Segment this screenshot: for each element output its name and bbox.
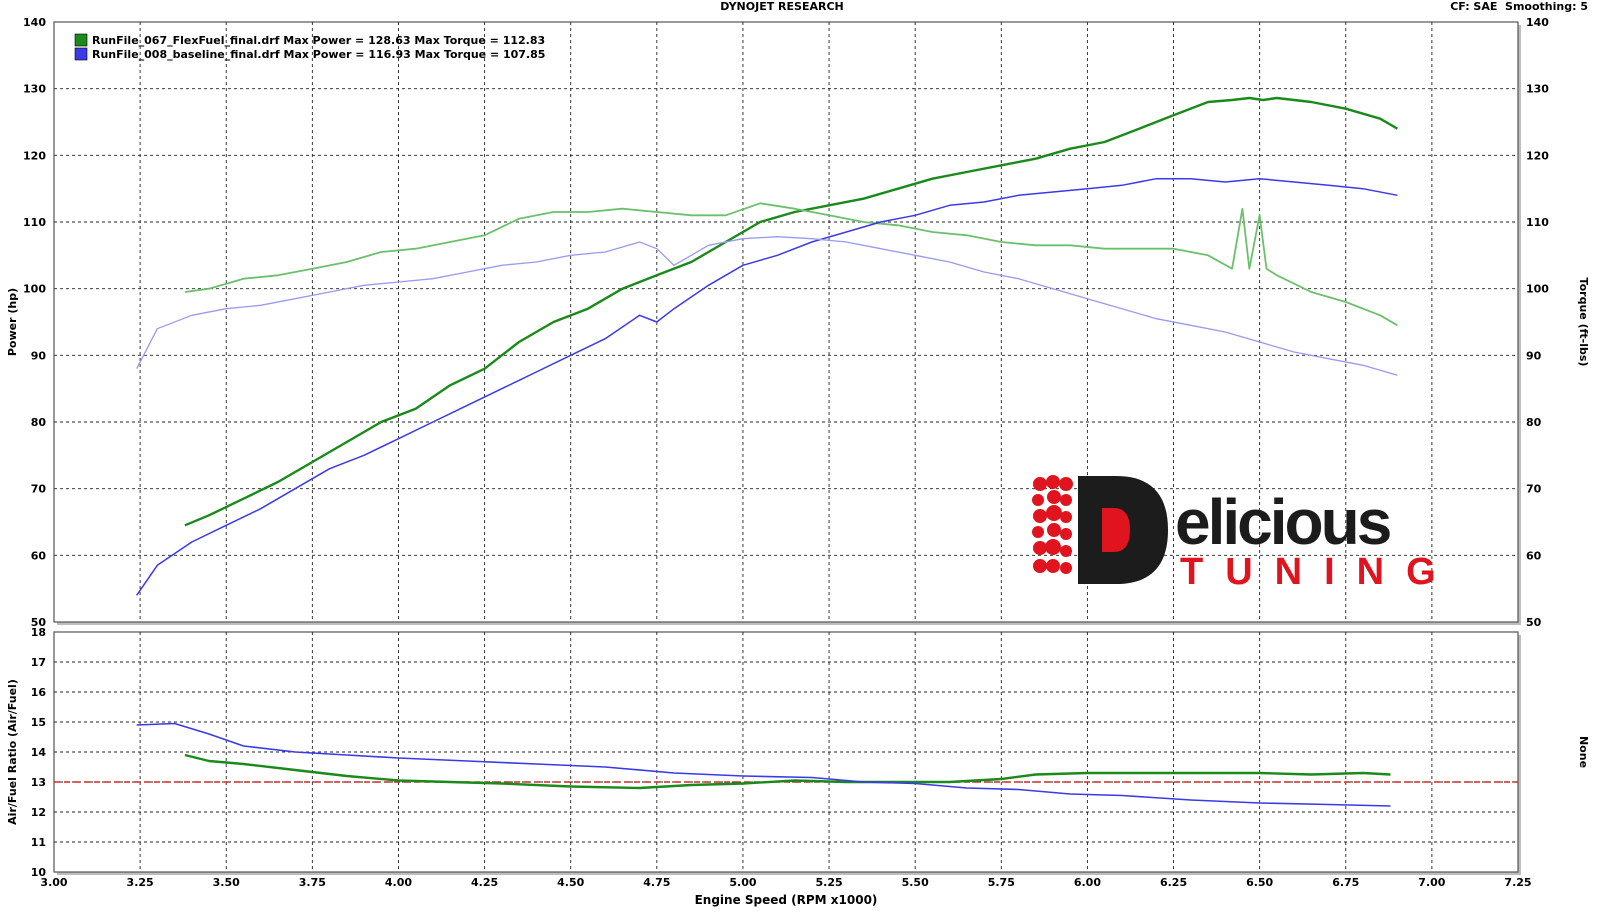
logo-d-inner (1102, 508, 1130, 552)
x-tick-label: 6.50 (1246, 876, 1273, 889)
y-tick-label: 50 (31, 616, 47, 629)
cf-label: CF: SAE Smoothing: 5 (1450, 0, 1588, 13)
panel-frame (53, 21, 1519, 623)
x-tick-label: 5.00 (729, 876, 756, 889)
x-tick-label: 6.75 (1332, 876, 1359, 889)
x-tick-label: 5.75 (988, 876, 1015, 889)
y-tick-label: 90 (31, 349, 47, 362)
logo-dot (1060, 545, 1072, 557)
y-tick-label: 60 (31, 549, 47, 562)
y2-tick-label: 110 (1526, 216, 1549, 229)
x-tick-label: 6.25 (1160, 876, 1187, 889)
y-tick-label: 16 (31, 686, 47, 699)
afr-panel: 10 11 12 13 14 15 16 17 18 Air/Fuel Ratio (Air/Fu… (6, 626, 1590, 907)
legend-swatch (74, 33, 88, 47)
logo-dot (1047, 490, 1061, 504)
logo-dot (1047, 523, 1061, 537)
x-tick-label: 3.00 (40, 876, 67, 889)
series-line-1 (136, 722, 1391, 807)
logo-dot (1046, 505, 1062, 521)
logo-dot (1060, 511, 1072, 523)
y-tick-label: 80 (31, 416, 47, 429)
y-tick-label: 11 (31, 836, 46, 849)
y2-tick-label: 100 (1526, 283, 1549, 296)
series-line-0 (184, 96, 1399, 527)
logo-dot (1045, 539, 1061, 555)
y-axis-label: Air/Fuel Ratio (Air/Fuel) (6, 679, 19, 825)
logo-dot (1033, 477, 1047, 491)
y2-tick-label: 70 (1526, 483, 1542, 496)
y-tick-label: 110 (23, 216, 46, 229)
x-tick-label: 6.00 (1074, 876, 1101, 889)
x-tick-label: 3.75 (299, 876, 326, 889)
y2-tick-label: 140 (1526, 16, 1549, 29)
x-tick-label: 4.25 (471, 876, 498, 889)
y-tick-label: 10 (31, 866, 47, 879)
y2-axis-label: None (1577, 736, 1590, 768)
y-tick-label: 140 (23, 16, 46, 29)
series-line-2 (136, 177, 1398, 596)
logo-text-main: elicious (1175, 486, 1390, 558)
y-tick-label: 120 (23, 149, 46, 162)
y-tick-label: 17 (31, 656, 46, 669)
x-tick-label: 4.50 (557, 876, 584, 889)
x-tick-label: 5.50 (902, 876, 929, 889)
y2-tick-label: 60 (1526, 549, 1542, 562)
y-tick-label: 12 (31, 806, 46, 819)
power-torque-panel: 50 50 60 60 70 70 80 80 90 90 100 100 110 110 120 120 13… (6, 16, 1590, 629)
logo-dot (1060, 562, 1072, 574)
x-tick-label: 3.25 (127, 876, 154, 889)
chart-title: DYNOJET RESEARCH (720, 0, 844, 13)
x-tick-label: 4.00 (385, 876, 412, 889)
smoothing-label: Smoothing: 5 (1505, 0, 1588, 13)
y2-tick-label: 90 (1526, 349, 1542, 362)
logo-dot (1032, 526, 1044, 538)
y-tick-label: 70 (31, 483, 47, 496)
legend: RunFile_067_FlexFuel_final.drf Max Power… (74, 33, 545, 61)
logo-text-sub: TUNING (1180, 551, 1458, 593)
series-line-0 (184, 753, 1391, 790)
x-tick-label: 3.50 (213, 876, 240, 889)
y-tick-label: 14 (31, 746, 47, 759)
x-tick-label: 7.00 (1418, 876, 1445, 889)
legend-entry: RunFile_067_FlexFuel_final.drf Max Power… (92, 34, 545, 47)
x-tick-label: 4.75 (643, 876, 670, 889)
x-tick-label: 7.25 (1504, 876, 1531, 889)
y2-tick-label: 130 (1526, 83, 1549, 96)
correction-factor: CF: SAE (1450, 0, 1498, 13)
legend-swatch (74, 47, 88, 61)
logo-dot (1060, 528, 1072, 540)
series-line-3 (136, 236, 1398, 376)
y-axis-label: Power (hp) (6, 288, 19, 356)
logo-dot (1033, 509, 1047, 523)
y2-tick-label: 50 (1526, 616, 1542, 629)
y-tick-label: 18 (31, 626, 46, 639)
y-tick-label: 15 (31, 716, 46, 729)
y-tick-label: 13 (31, 776, 46, 789)
y-tick-label: 130 (23, 83, 46, 96)
logo-dot (1032, 494, 1044, 506)
y-tick-label: 100 (23, 283, 46, 296)
logo-dot (1033, 559, 1047, 573)
logo-dot (1060, 494, 1072, 506)
legend-entry: RunFile_008_baseline_final.drf Max Power… (92, 48, 545, 61)
logo-dot (1046, 559, 1060, 573)
y2-tick-label: 120 (1526, 149, 1549, 162)
logo-dot (1046, 475, 1060, 489)
x-axis-label: Engine Speed (RPM x1000) (695, 893, 878, 907)
series-line-1 (184, 202, 1398, 327)
x-tick-label: 5.25 (815, 876, 842, 889)
y2-tick-label: 80 (1526, 416, 1542, 429)
y2-axis-label: Torque (ft-lbs) (1577, 278, 1590, 367)
logo-dot (1059, 477, 1073, 491)
logo-dot (1033, 541, 1047, 555)
